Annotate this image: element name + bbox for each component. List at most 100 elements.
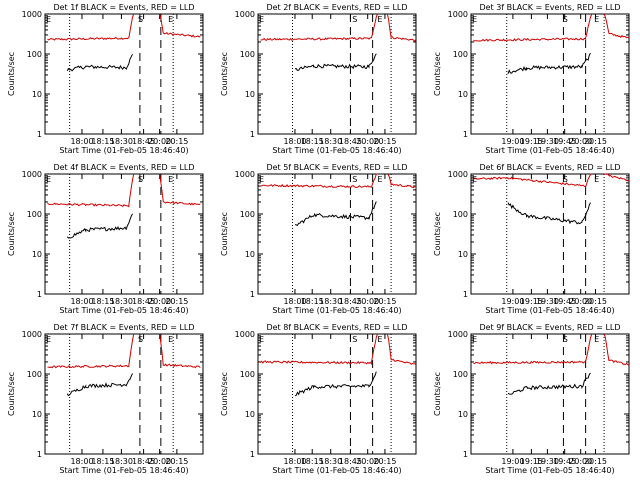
x-axis-label: Start Time (01-Feb-05 18:46:40) bbox=[485, 146, 614, 155]
series-lld-line-0 bbox=[473, 173, 592, 187]
series-lld-line-1 bbox=[603, 333, 630, 366]
marker-label-end-e: E bbox=[594, 15, 599, 24]
series-lld-line-0 bbox=[47, 13, 135, 41]
series-lld-line-0 bbox=[473, 333, 593, 365]
plot-frame bbox=[44, 13, 204, 135]
y-tick-label: 1 bbox=[37, 290, 42, 299]
y-axis-label: Counts/sec bbox=[7, 212, 16, 256]
x-tick-label: 18:45 bbox=[132, 137, 155, 146]
x-tick-label: 18:15 bbox=[301, 297, 324, 306]
x-tick-label: 20:15 bbox=[584, 137, 607, 146]
plot-frame bbox=[470, 13, 630, 135]
x-tick-label: 19:00 bbox=[501, 457, 524, 466]
series-lld-line-1 bbox=[603, 13, 630, 39]
plot-frame bbox=[257, 333, 417, 455]
series-events-line-0 bbox=[295, 201, 377, 227]
y-tick-label: 1 bbox=[250, 130, 255, 139]
x-tick-label: 18:30 bbox=[319, 137, 342, 146]
x-tick-label: 20:00 bbox=[569, 297, 592, 306]
marker-label-start-e: E bbox=[46, 15, 51, 24]
x-tick-label: 20:15 bbox=[165, 297, 188, 306]
y-axis-label: Counts/sec bbox=[433, 212, 442, 256]
x-tick-label: 19:00 bbox=[501, 297, 524, 306]
series-lld-line-1 bbox=[159, 13, 201, 38]
x-tick-label: 20:00 bbox=[148, 457, 171, 466]
y-axis-label: Counts/sec bbox=[433, 372, 442, 416]
series-lld-line-0 bbox=[47, 333, 135, 369]
marker-label-start-e: E bbox=[472, 15, 477, 24]
x-tick-label: 18:30 bbox=[319, 297, 342, 306]
x-tick-label: 19:15 bbox=[520, 297, 543, 306]
marker-label-start-e: E bbox=[259, 175, 264, 184]
series-events-line-0 bbox=[66, 213, 133, 239]
chart-title: Det 8f BLACK = Events, RED = LLD bbox=[266, 323, 407, 332]
x-axis-label: Start Time (01-Feb-05 18:46:40) bbox=[272, 146, 401, 155]
x-axis-label: Start Time (01-Feb-05 18:46:40) bbox=[272, 466, 401, 475]
x-tick-label: 18:15 bbox=[91, 137, 114, 146]
series-events-line-0 bbox=[507, 202, 591, 225]
series-lld-line-1 bbox=[604, 173, 630, 182]
series-events-line-0 bbox=[66, 373, 133, 397]
y-tick-label: 1 bbox=[37, 450, 42, 459]
y-tick-label: 1 bbox=[463, 450, 468, 459]
series-lld-line-1 bbox=[386, 333, 417, 366]
marker-label-end-e: E bbox=[377, 175, 382, 184]
marker-label-s: S bbox=[138, 175, 143, 184]
marker-label-end-e: E bbox=[594, 335, 599, 344]
x-tick-label: 20:15 bbox=[373, 457, 396, 466]
marker-label-end-e: E bbox=[168, 335, 173, 344]
y-tick-label: 1000 bbox=[235, 170, 255, 179]
y-axis-label: Counts/sec bbox=[433, 52, 442, 96]
x-tick-label: 18:00 bbox=[70, 137, 93, 146]
marker-label-s: S bbox=[352, 175, 357, 184]
chart-title: Det 6f BLACK = Events, RED = LLD bbox=[479, 163, 620, 172]
x-tick-label: 20:00 bbox=[356, 457, 379, 466]
x-tick-label: 18:30 bbox=[110, 457, 133, 466]
marker-label-s: S bbox=[138, 15, 143, 24]
y-tick-label: 10 bbox=[32, 250, 42, 259]
x-tick-label: 18:00 bbox=[70, 297, 93, 306]
x-axis-label: Start Time (01-Feb-05 18:46:40) bbox=[59, 306, 188, 315]
x-tick-label: 18:45 bbox=[339, 137, 362, 146]
x-tick-label: 18:45 bbox=[132, 297, 155, 306]
panel-det-9: Det 9f BLACK = Events, RED = LLD 1 10 100 10… bbox=[433, 323, 630, 475]
x-tick-label: 18:45 bbox=[339, 297, 362, 306]
series-lld-line-0 bbox=[47, 173, 135, 208]
x-tick-label: 20:15 bbox=[165, 137, 188, 146]
y-tick-label: 100 bbox=[27, 210, 42, 219]
plot-frame bbox=[470, 173, 630, 295]
x-tick-label: 18:00 bbox=[283, 297, 306, 306]
y-tick-label: 1000 bbox=[448, 10, 468, 19]
marker-label-s: S bbox=[563, 15, 568, 24]
y-tick-label: 1000 bbox=[448, 170, 468, 179]
x-tick-label: 18:45 bbox=[132, 457, 155, 466]
plot-frame bbox=[44, 333, 204, 455]
x-tick-label: 20:00 bbox=[356, 297, 379, 306]
series-events-line-0 bbox=[507, 372, 591, 395]
y-tick-label: 100 bbox=[240, 50, 255, 59]
y-axis-label: Counts/sec bbox=[220, 212, 229, 256]
x-tick-label: 19:15 bbox=[520, 457, 543, 466]
y-tick-label: 100 bbox=[240, 370, 255, 379]
y-tick-label: 1000 bbox=[22, 330, 42, 339]
marker-label-start-e: E bbox=[259, 335, 264, 344]
x-tick-label: 19:30 bbox=[536, 137, 559, 146]
x-tick-label: 19:45 bbox=[553, 137, 576, 146]
series-events-line-0 bbox=[507, 52, 591, 75]
x-tick-label: 18:15 bbox=[301, 457, 324, 466]
marker-label-end-e: E bbox=[594, 175, 599, 184]
y-tick-label: 100 bbox=[27, 50, 42, 59]
y-axis-label: Counts/sec bbox=[7, 372, 16, 416]
marker-label-start-e: E bbox=[259, 15, 264, 24]
y-tick-label: 1 bbox=[463, 130, 468, 139]
marker-label-start-e: E bbox=[472, 335, 477, 344]
y-tick-label: 1000 bbox=[448, 330, 468, 339]
marker-label-s: S bbox=[352, 15, 357, 24]
y-tick-label: 10 bbox=[32, 410, 42, 419]
chart-title: Det 4f BLACK = Events, RED = LLD bbox=[53, 163, 194, 172]
y-tick-label: 100 bbox=[453, 210, 468, 219]
x-tick-label: 18:00 bbox=[283, 457, 306, 466]
x-tick-label: 20:15 bbox=[584, 297, 607, 306]
y-tick-label: 10 bbox=[458, 410, 468, 419]
